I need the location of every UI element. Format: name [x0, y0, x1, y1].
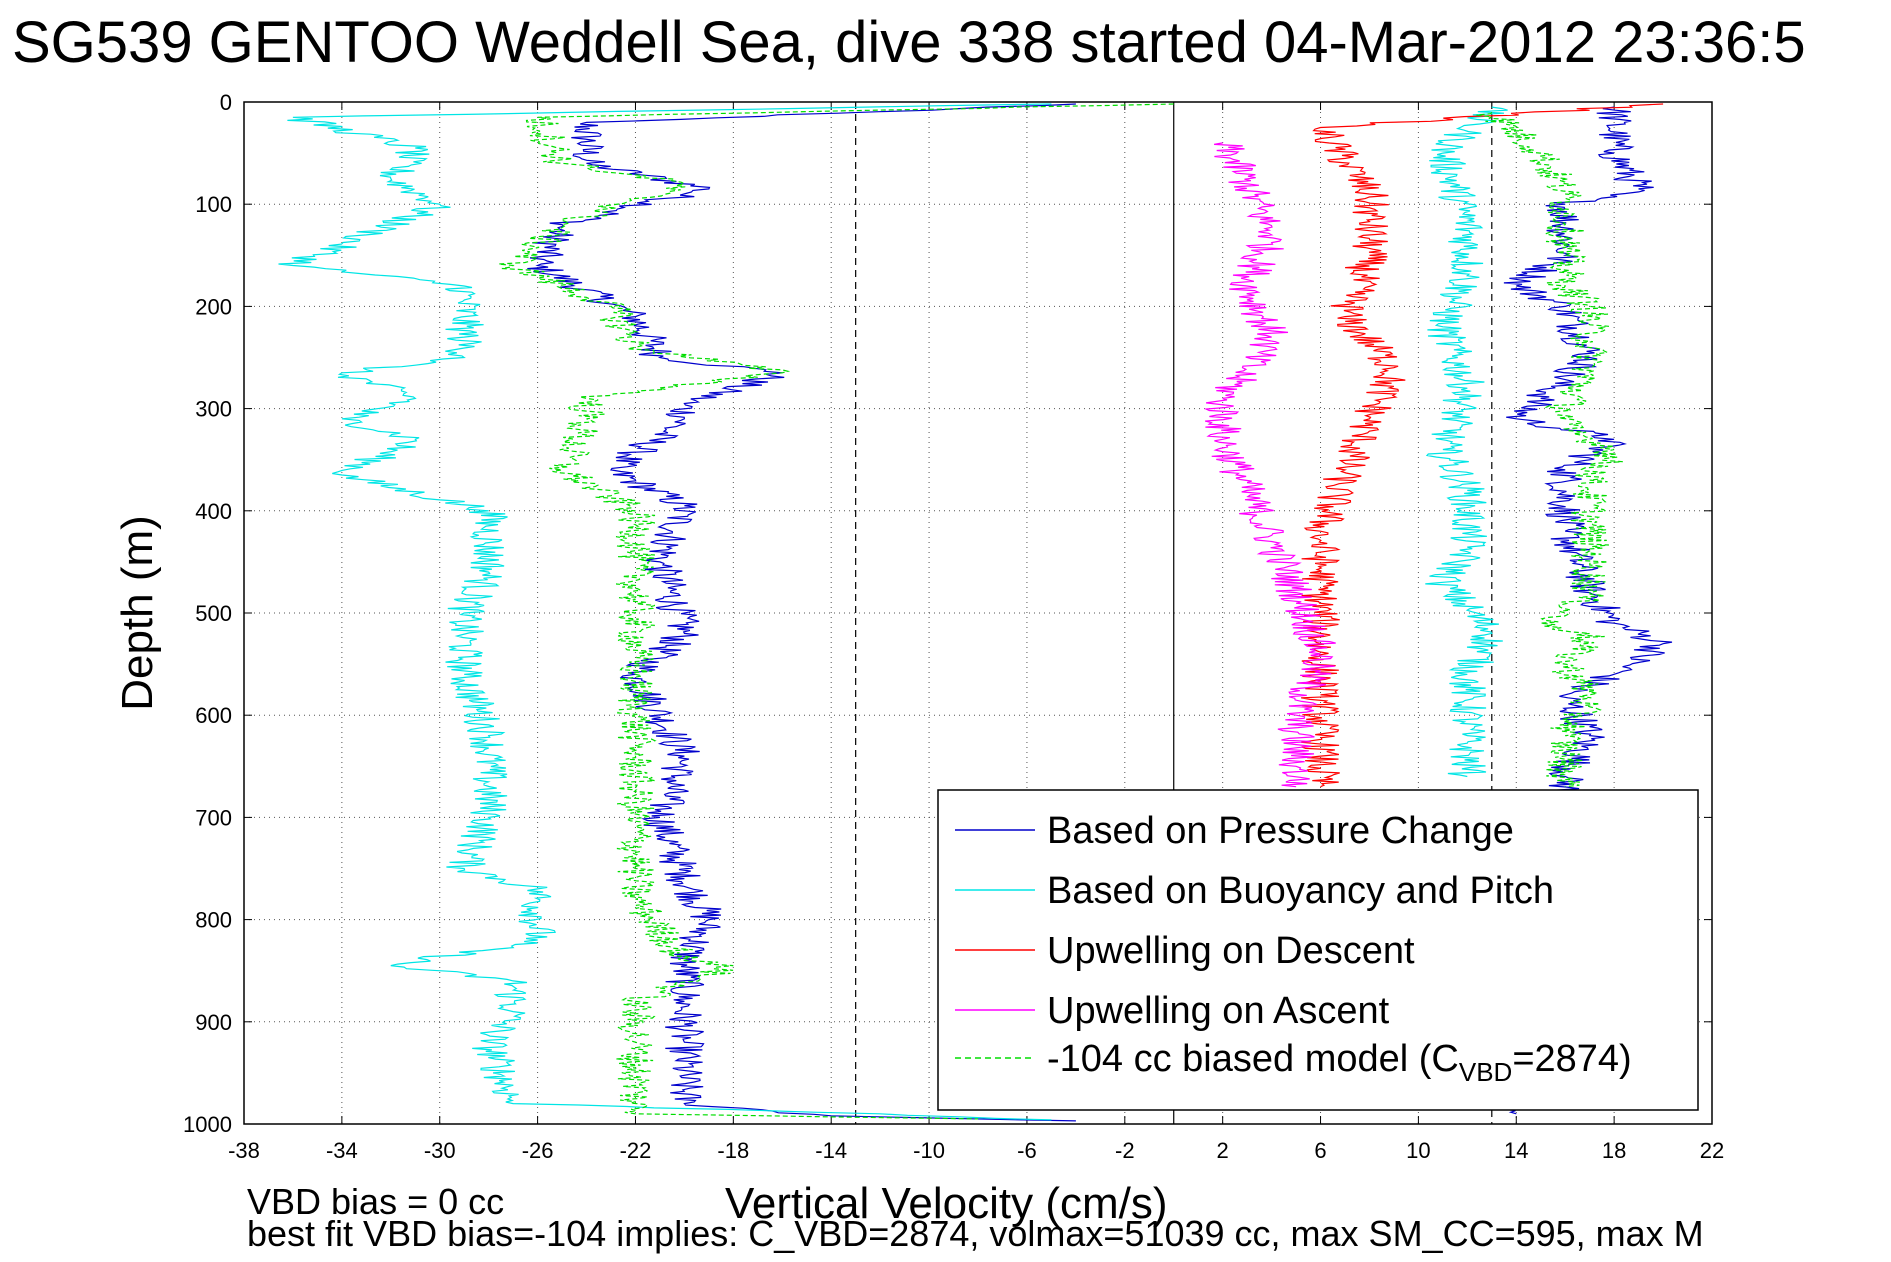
x-tick-label-9: -2	[1115, 1138, 1135, 1163]
y-tick-label-7: 700	[195, 805, 232, 830]
y-tick-label-8: 800	[195, 908, 232, 933]
y-tick-labels: 0 100 200 300 400 500 600 700 800 900 1000	[183, 90, 232, 1137]
x-tick-label-0: -38	[228, 1138, 260, 1163]
x-tick-label-6: -14	[815, 1138, 847, 1163]
x-tick-label-4: -22	[620, 1138, 652, 1163]
legend-label-4: -104 cc biased model (CVBD=2874)	[1047, 1038, 1632, 1087]
legend-label-3: Upwelling on Ascent	[1047, 990, 1390, 1032]
x-tick-label-12: 10	[1406, 1138, 1430, 1163]
x-tick-labels: -38 -34 -30 -26 -22 -18 -14 -10 -6 -2 2 6 10 14 18 22	[228, 1138, 1724, 1163]
series-line-0	[527, 103, 1076, 1122]
x-tick-label-2: -30	[424, 1138, 456, 1163]
series-line-2	[278, 103, 1052, 1121]
y-tick-label-9: 900	[195, 1010, 232, 1035]
x-tick-label-7: -10	[913, 1138, 945, 1163]
series-line-7	[1476, 111, 1623, 788]
x-tick-label-1: -34	[326, 1138, 358, 1163]
legend-label-subscript: VBD	[1459, 1057, 1512, 1087]
y-tick-label-4: 400	[195, 499, 232, 524]
x-tick-label-11: 6	[1314, 1138, 1326, 1163]
legend-box	[937, 789, 1699, 1111]
y-tick-label-0: 0	[220, 90, 232, 115]
y-tick-label-1: 100	[195, 192, 232, 217]
x-tick-label-3: -26	[522, 1138, 554, 1163]
y-axis-label: Depth (m)	[113, 515, 162, 711]
legend-label-suffix: =2874)	[1512, 1038, 1631, 1080]
y-tick-label-5: 500	[195, 601, 232, 626]
series-line-4	[1300, 103, 1664, 788]
x-tick-label-14: 18	[1602, 1138, 1626, 1163]
plot-frame	[243, 101, 1713, 1125]
legend-label-0: Based on Pressure Change	[1047, 810, 1514, 852]
legend-label-2: Upwelling on Descent	[1047, 930, 1415, 972]
series-line-6	[498, 103, 1174, 1120]
y-tick-label-10: 1000	[183, 1112, 232, 1137]
legend: Based on Pressure Change Based on Buoyanc…	[937, 789, 1699, 1111]
x-axis-label: Vertical Velocity (cm/s)	[725, 1179, 1168, 1228]
x-tick-label-8: -6	[1017, 1138, 1037, 1163]
y-tick-label-3: 300	[195, 397, 232, 422]
footer-best-fit: best fit VBD bias=-104 implies: C_VBD=28…	[247, 1213, 1704, 1254]
x-tick-label-13: 14	[1504, 1138, 1528, 1163]
y-tick-label-6: 600	[195, 703, 232, 728]
legend-label-1: Based on Buoyancy and Pitch	[1047, 870, 1554, 912]
chart-title: SG539 GENTOO Weddell Sea, dive 338 start…	[12, 10, 1806, 75]
series-line-5	[1203, 142, 1336, 788]
x-tick-label-15: 22	[1700, 1138, 1724, 1163]
footer-vbd-bias: VBD bias = 0 cc	[247, 1181, 504, 1222]
series-layer	[278, 103, 1673, 1122]
y-tick-label-2: 200	[195, 294, 232, 319]
series-line-3	[1425, 106, 1508, 778]
x-tick-label-5: -18	[717, 1138, 749, 1163]
x-tick-label-10: 2	[1217, 1138, 1229, 1163]
